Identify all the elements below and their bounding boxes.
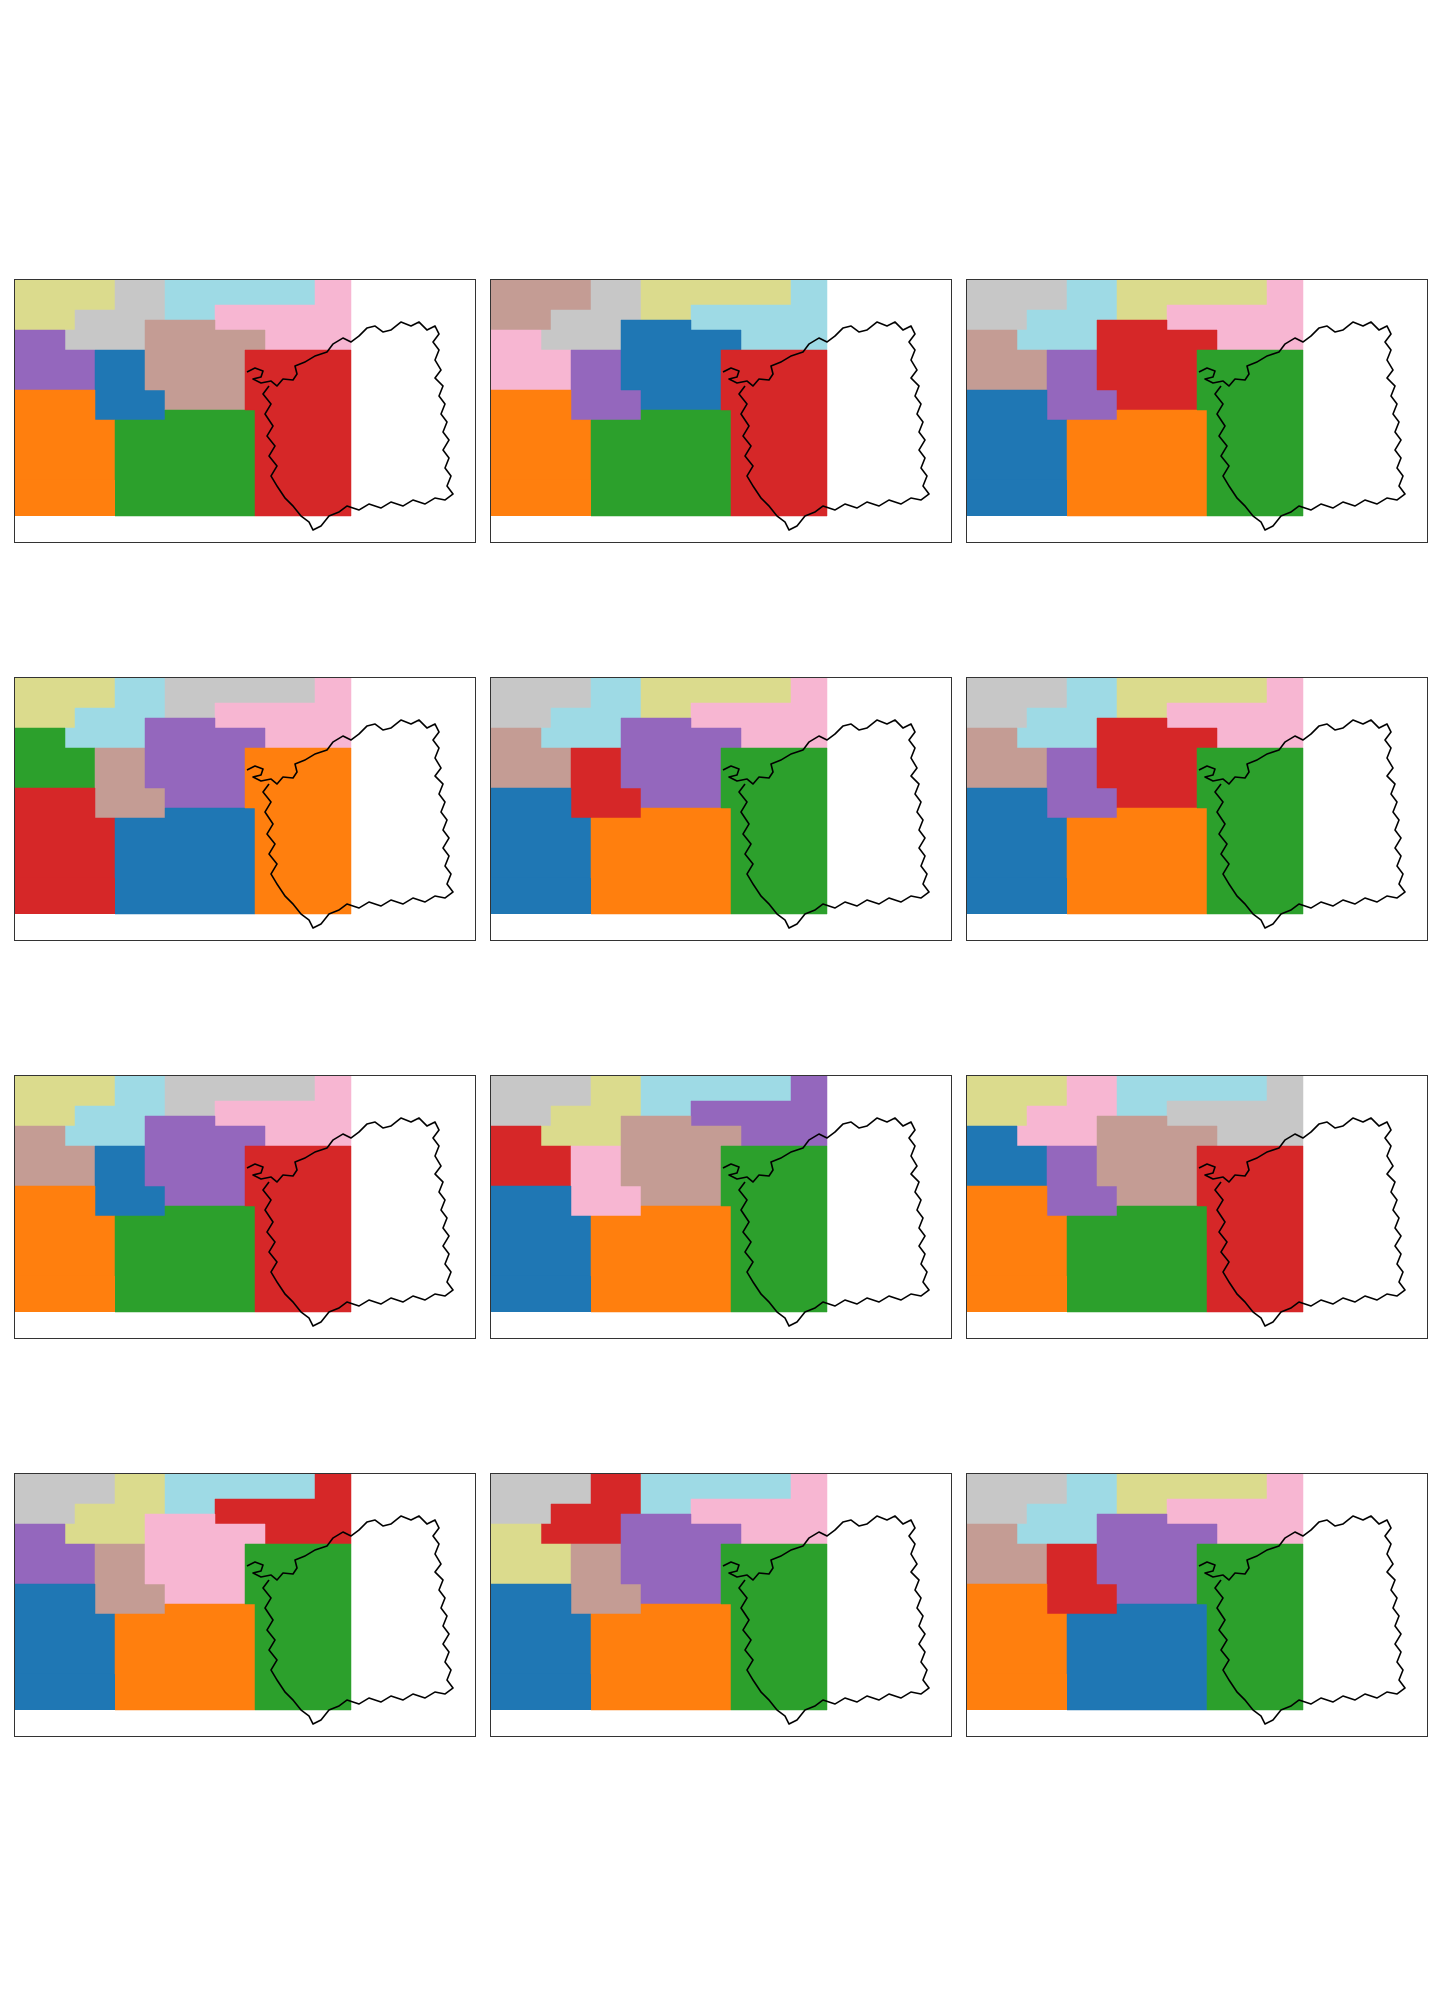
region-orange — [1066, 409, 1208, 517]
country-outline — [1198, 321, 1406, 531]
map-canvas — [491, 280, 930, 531]
region-green — [590, 409, 732, 517]
region-orange-strip — [967, 1674, 1067, 1710]
region-blue — [1066, 1603, 1208, 1711]
map-3-2 — [490, 1075, 952, 1339]
country-outline — [246, 1515, 454, 1725]
region-blue-strip — [491, 1674, 591, 1710]
map-canvas — [967, 678, 1406, 929]
map-2-2 — [490, 677, 952, 941]
country-outline — [722, 1117, 930, 1327]
map-canvas — [491, 678, 930, 929]
region-layer — [491, 1076, 828, 1313]
region-green — [114, 409, 256, 517]
region-orange — [590, 1205, 732, 1313]
region-layer — [967, 1474, 1304, 1711]
region-green — [1066, 1205, 1208, 1313]
region-blue-strip — [967, 480, 1067, 516]
map-3-1 — [14, 1075, 476, 1339]
country-outline — [1198, 1117, 1406, 1327]
map-1-2 — [490, 279, 952, 543]
map-4-3 — [966, 1473, 1428, 1737]
map-canvas — [491, 1076, 930, 1327]
region-layer — [491, 280, 828, 517]
region-layer — [15, 1474, 352, 1711]
map-canvas — [967, 280, 1406, 531]
map-3-3 — [966, 1075, 1428, 1339]
region-layer — [15, 1076, 352, 1313]
region-orange-strip — [967, 1276, 1067, 1312]
country-outline — [722, 1515, 930, 1725]
region-orange-strip — [15, 1276, 115, 1312]
region-blue-strip — [967, 878, 1067, 914]
country-outline — [1198, 1515, 1406, 1725]
region-orange-strip — [491, 480, 591, 516]
map-canvas — [491, 1474, 930, 1725]
region-orange — [590, 1603, 732, 1711]
region-orange — [1066, 807, 1208, 915]
region-layer — [967, 280, 1304, 517]
map-1-3 — [966, 279, 1428, 543]
map-2-3 — [966, 677, 1428, 941]
region-green — [114, 1205, 256, 1313]
region-blue — [114, 807, 256, 915]
country-outline — [1198, 719, 1406, 929]
country-outline — [246, 1117, 454, 1327]
map-4-2 — [490, 1473, 952, 1737]
map-1-1 — [14, 279, 476, 543]
region-layer — [15, 678, 352, 915]
region-orange — [114, 1603, 256, 1711]
country-outline — [246, 321, 454, 531]
region-orange — [590, 807, 732, 915]
region-orange-strip — [15, 480, 115, 516]
region-layer — [491, 678, 828, 915]
map-4-1 — [14, 1473, 476, 1737]
country-outline — [722, 321, 930, 531]
region-layer — [491, 1474, 828, 1711]
map-2-1 — [14, 677, 476, 941]
region-layer — [967, 1076, 1304, 1313]
region-red-strip — [15, 878, 115, 914]
region-layer — [15, 280, 352, 517]
region-blue-strip — [15, 1674, 115, 1710]
region-blue-strip — [491, 878, 591, 914]
map-canvas — [15, 678, 454, 929]
map-canvas — [15, 280, 454, 531]
country-outline — [246, 719, 454, 929]
map-canvas — [15, 1076, 454, 1327]
region-layer — [967, 678, 1304, 915]
map-canvas — [967, 1474, 1406, 1725]
country-outline — [722, 719, 930, 929]
map-canvas — [967, 1076, 1406, 1327]
map-canvas — [15, 1474, 454, 1725]
region-blue-strip — [491, 1276, 591, 1312]
